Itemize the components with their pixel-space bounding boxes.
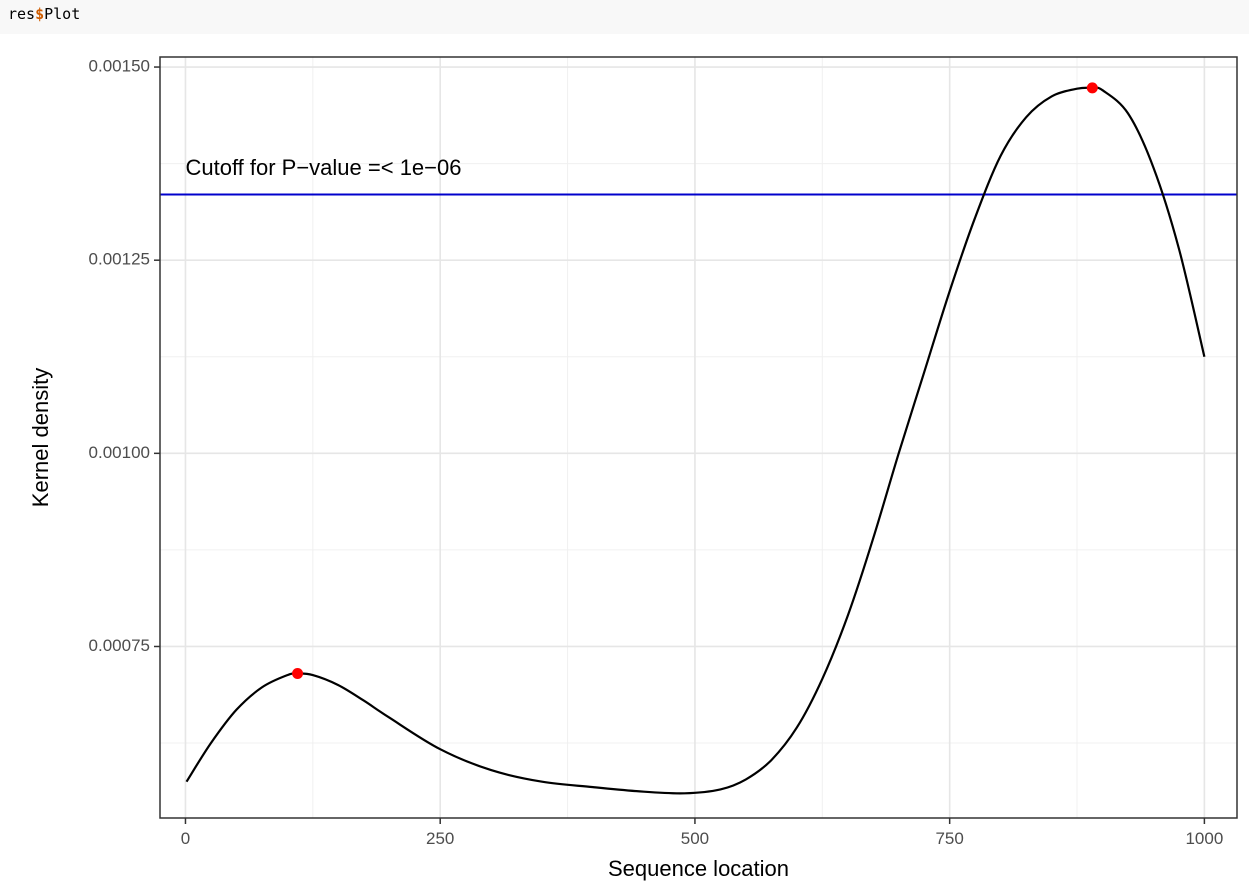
x-tick-label: 1000 xyxy=(1185,829,1223,848)
cutoff-label: Cutoff for P−value =< 1e−06 xyxy=(185,155,461,180)
code-bar: res$Plot xyxy=(0,0,1249,34)
x-tick-label: 250 xyxy=(426,829,454,848)
peak-point xyxy=(292,668,304,680)
peak-points xyxy=(292,82,1098,680)
series-layer xyxy=(185,86,1206,795)
panel-border xyxy=(159,56,1238,819)
code-operator: $ xyxy=(35,5,45,23)
peak-point xyxy=(1086,82,1098,94)
x-axis-title: Sequence location xyxy=(608,856,789,881)
y-axis: 0.00075 0.00100 0.00125 0.00150 xyxy=(89,57,160,655)
y-tick-label: 0.00075 xyxy=(89,636,150,655)
density-line xyxy=(185,86,1206,795)
code-object: res xyxy=(8,5,36,23)
y-tick-label: 0.00100 xyxy=(89,443,150,462)
y-axis-title: Kernel density xyxy=(28,368,53,507)
x-axis: 0 250 500 750 1000 xyxy=(181,818,1223,848)
x-tick-label: 750 xyxy=(935,829,963,848)
y-tick-label: 0.00150 xyxy=(89,57,150,76)
grid-major xyxy=(160,57,1237,818)
grid-minor xyxy=(160,57,1237,818)
code-member: Plot xyxy=(44,5,81,23)
x-tick-label: 500 xyxy=(681,829,709,848)
x-tick-label: 0 xyxy=(181,829,190,848)
y-tick-label: 0.00125 xyxy=(89,250,150,269)
